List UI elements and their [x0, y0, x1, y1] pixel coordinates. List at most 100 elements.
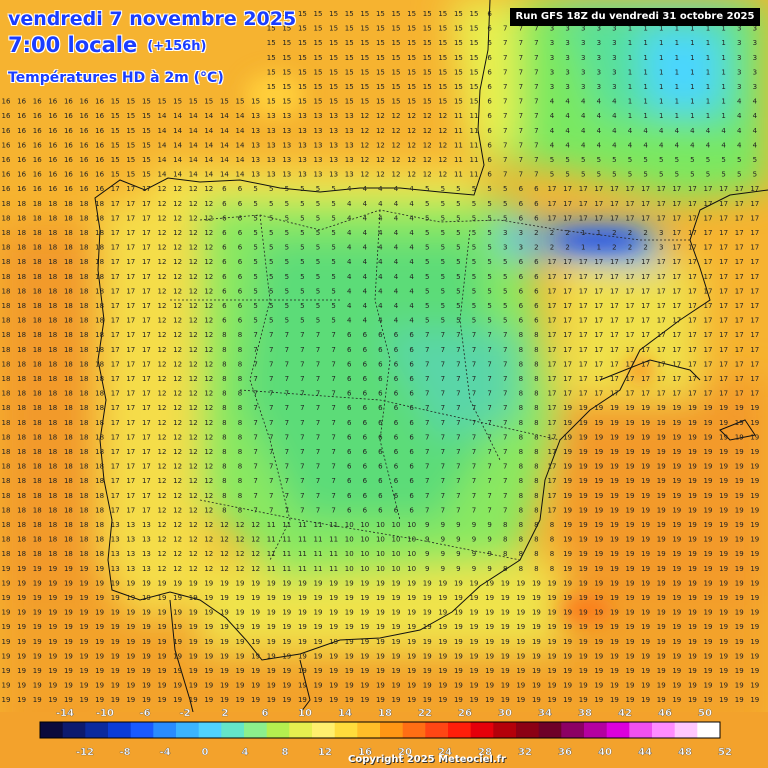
temperature-value: 17	[548, 492, 557, 500]
temperature-value: 17	[688, 214, 697, 222]
temperature-value: 19	[158, 623, 167, 631]
temperature-value: 12	[189, 258, 198, 266]
temperature-value: 2	[550, 229, 554, 237]
temperature-value: 1	[721, 112, 725, 120]
temperature-value: 15	[454, 10, 463, 18]
temperature-value: 6	[378, 506, 383, 514]
temperature-value: 4	[409, 287, 414, 295]
temperature-value: 1	[675, 68, 679, 76]
temperature-value: 1	[628, 39, 632, 47]
temperature-value: 19	[48, 682, 57, 690]
temperature-value: 4	[753, 127, 758, 135]
temperature-value: 18	[64, 229, 73, 237]
temperature-value: 15	[376, 10, 385, 18]
temperature-value: 19	[626, 623, 635, 631]
temperature-value: 19	[594, 609, 603, 617]
temperature-value: 5	[565, 171, 569, 179]
temperature-value: 15	[282, 39, 291, 47]
temperature-value: 7	[503, 68, 507, 76]
temperature-value: 4	[581, 112, 586, 120]
temperature-value: 19	[158, 594, 167, 602]
temperature-value: 12	[158, 477, 167, 485]
temperature-value: 6	[378, 419, 383, 427]
temperature-value: 17	[672, 317, 681, 325]
temperature-value: 17	[142, 229, 151, 237]
temperature-value: 17	[672, 244, 681, 252]
temperature-value: 7	[441, 419, 445, 427]
temperature-value: 4	[394, 258, 399, 266]
temperature-value: 19	[657, 652, 666, 660]
temperature-value: 19	[126, 579, 135, 587]
temperature-value: 19	[626, 565, 635, 573]
temperature-value: 18	[80, 375, 89, 383]
temperature-value: 14	[158, 112, 167, 120]
temperature-value: 17	[704, 229, 713, 237]
temperature-value: 12	[189, 185, 198, 193]
temperature-value: 19	[111, 652, 120, 660]
temperature-value: 7	[253, 448, 257, 456]
temperature-value: 7	[316, 506, 320, 514]
temperature-value: 19	[64, 667, 73, 675]
temperature-value: 19	[360, 594, 369, 602]
temperature-value: 19	[735, 609, 744, 617]
temperature-value: 1	[690, 25, 694, 33]
temperature-value: 7	[316, 360, 320, 368]
temperature-value: 18	[64, 390, 73, 398]
temperature-value: 12	[173, 492, 182, 500]
temperature-value: 13	[329, 171, 338, 179]
temperature-value: 19	[548, 667, 557, 675]
temperature-value: 18	[80, 287, 89, 295]
temperature-value: 7	[425, 492, 429, 500]
temperature-value: 1	[659, 39, 663, 47]
temperature-value: 19	[407, 594, 416, 602]
legend-swatch	[244, 722, 268, 738]
temperature-value: 19	[158, 638, 167, 646]
temperature-value: 7	[269, 346, 273, 354]
temperature-value: 4	[612, 112, 617, 120]
temperature-value: 18	[17, 404, 26, 412]
temperature-value: 5	[300, 302, 304, 310]
temperature-value: 12	[204, 448, 213, 456]
temperature-value: 17	[142, 200, 151, 208]
temperature-value: 17	[735, 200, 744, 208]
temperature-value: 19	[126, 696, 135, 704]
temperature-value: 7	[253, 346, 257, 354]
temperature-value: 18	[95, 200, 104, 208]
temperature-value: 6	[534, 302, 539, 310]
temperature-value: 19	[220, 623, 229, 631]
temperature-value: 15	[376, 83, 385, 91]
temperature-value: 19	[704, 623, 713, 631]
temperature-value: 18	[95, 390, 104, 398]
temperature-value: 6	[394, 375, 399, 383]
temperature-value: 11	[470, 156, 479, 164]
temperature-value: 13	[267, 171, 276, 179]
temperature-value: 12	[158, 506, 167, 514]
temperature-value: 5	[503, 200, 507, 208]
temperature-value: 19	[719, 667, 728, 675]
temperature-value: 19	[64, 682, 73, 690]
temperature-value: 19	[735, 667, 744, 675]
temperature-value: 17	[735, 185, 744, 193]
temperature-value: 7	[316, 375, 320, 383]
temperature-value: 19	[251, 594, 260, 602]
temperature-value: 19	[672, 667, 681, 675]
temperature-value: 12	[189, 273, 198, 281]
temperature-value: 6	[394, 433, 399, 441]
temperature-value: 19	[298, 623, 307, 631]
temperature-value: 14	[158, 171, 167, 179]
temperature-value: 7	[534, 54, 538, 62]
temperature-value: 17	[579, 390, 588, 398]
temperature-value: 19	[750, 463, 759, 471]
temperature-value: 19	[204, 652, 213, 660]
temperature-value: 17	[126, 258, 135, 266]
temperature-value: 10	[345, 565, 354, 573]
temperature-value: 19	[158, 667, 167, 675]
temperature-value: 15	[392, 98, 401, 106]
temperature-value: 19	[173, 652, 182, 660]
temperature-value: 3	[519, 229, 523, 237]
temperature-value: 16	[95, 127, 104, 135]
temperature-value: 1	[659, 25, 663, 33]
temperature-value: 19	[33, 652, 42, 660]
temperature-value: 18	[48, 302, 57, 310]
temperature-value: 15	[220, 98, 229, 106]
